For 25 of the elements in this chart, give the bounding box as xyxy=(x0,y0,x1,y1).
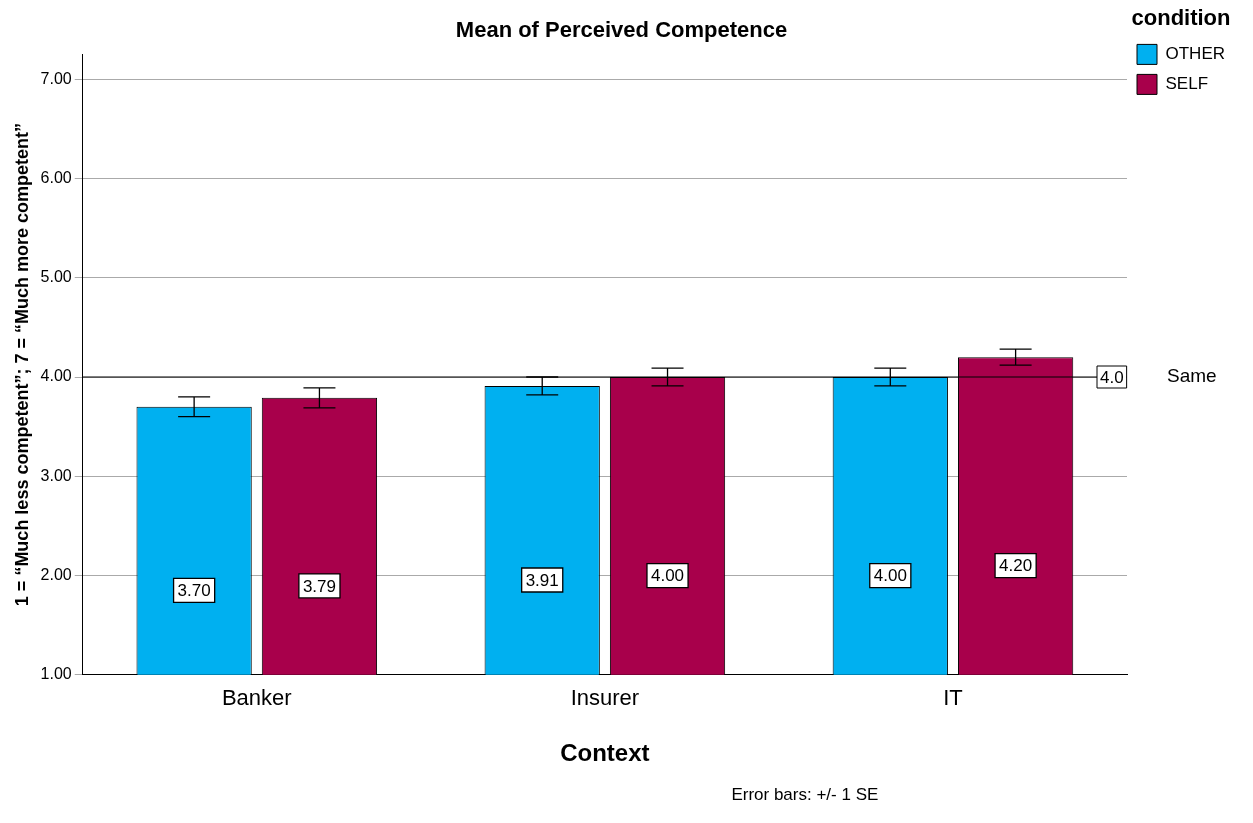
ref-line-label: Same xyxy=(1167,365,1217,387)
x-tick-label: Insurer xyxy=(570,685,640,711)
data-label: 4.00 xyxy=(650,566,685,586)
y-tick-label: 1.00 xyxy=(40,665,72,683)
x-tick-label: IT xyxy=(943,685,963,711)
y-tick-label: 4.00 xyxy=(40,367,72,385)
data-label: 4.00 xyxy=(873,566,907,586)
annotation: 4.0 xyxy=(1100,367,1124,387)
y-tick-label: 3.00 xyxy=(40,466,72,484)
data-label: 3.79 xyxy=(302,576,336,596)
y-tick-label: 2.00 xyxy=(40,565,72,583)
x-axis-title: Context xyxy=(560,739,650,767)
legend-label: SELF xyxy=(1165,74,1209,94)
data-label: 3.70 xyxy=(177,581,211,601)
y-axis-title: 1 = “Much less competent”; 7 = “Much more competent” xyxy=(11,123,32,607)
legend-label: OTHER xyxy=(1165,44,1225,64)
text: Error bars: +/- 1 SE xyxy=(731,784,879,804)
y-tick-label: 6.00 xyxy=(40,168,72,186)
chart-title: Mean of Perceived Competence xyxy=(455,17,788,43)
legend-title: condition xyxy=(1131,5,1231,31)
x-tick-label: Banker xyxy=(221,685,292,711)
data-label: 4.20 xyxy=(999,556,1033,576)
y-tick-label: 7.00 xyxy=(40,69,72,87)
data-label: 3.91 xyxy=(525,570,559,590)
y-tick-label: 5.00 xyxy=(40,268,72,286)
